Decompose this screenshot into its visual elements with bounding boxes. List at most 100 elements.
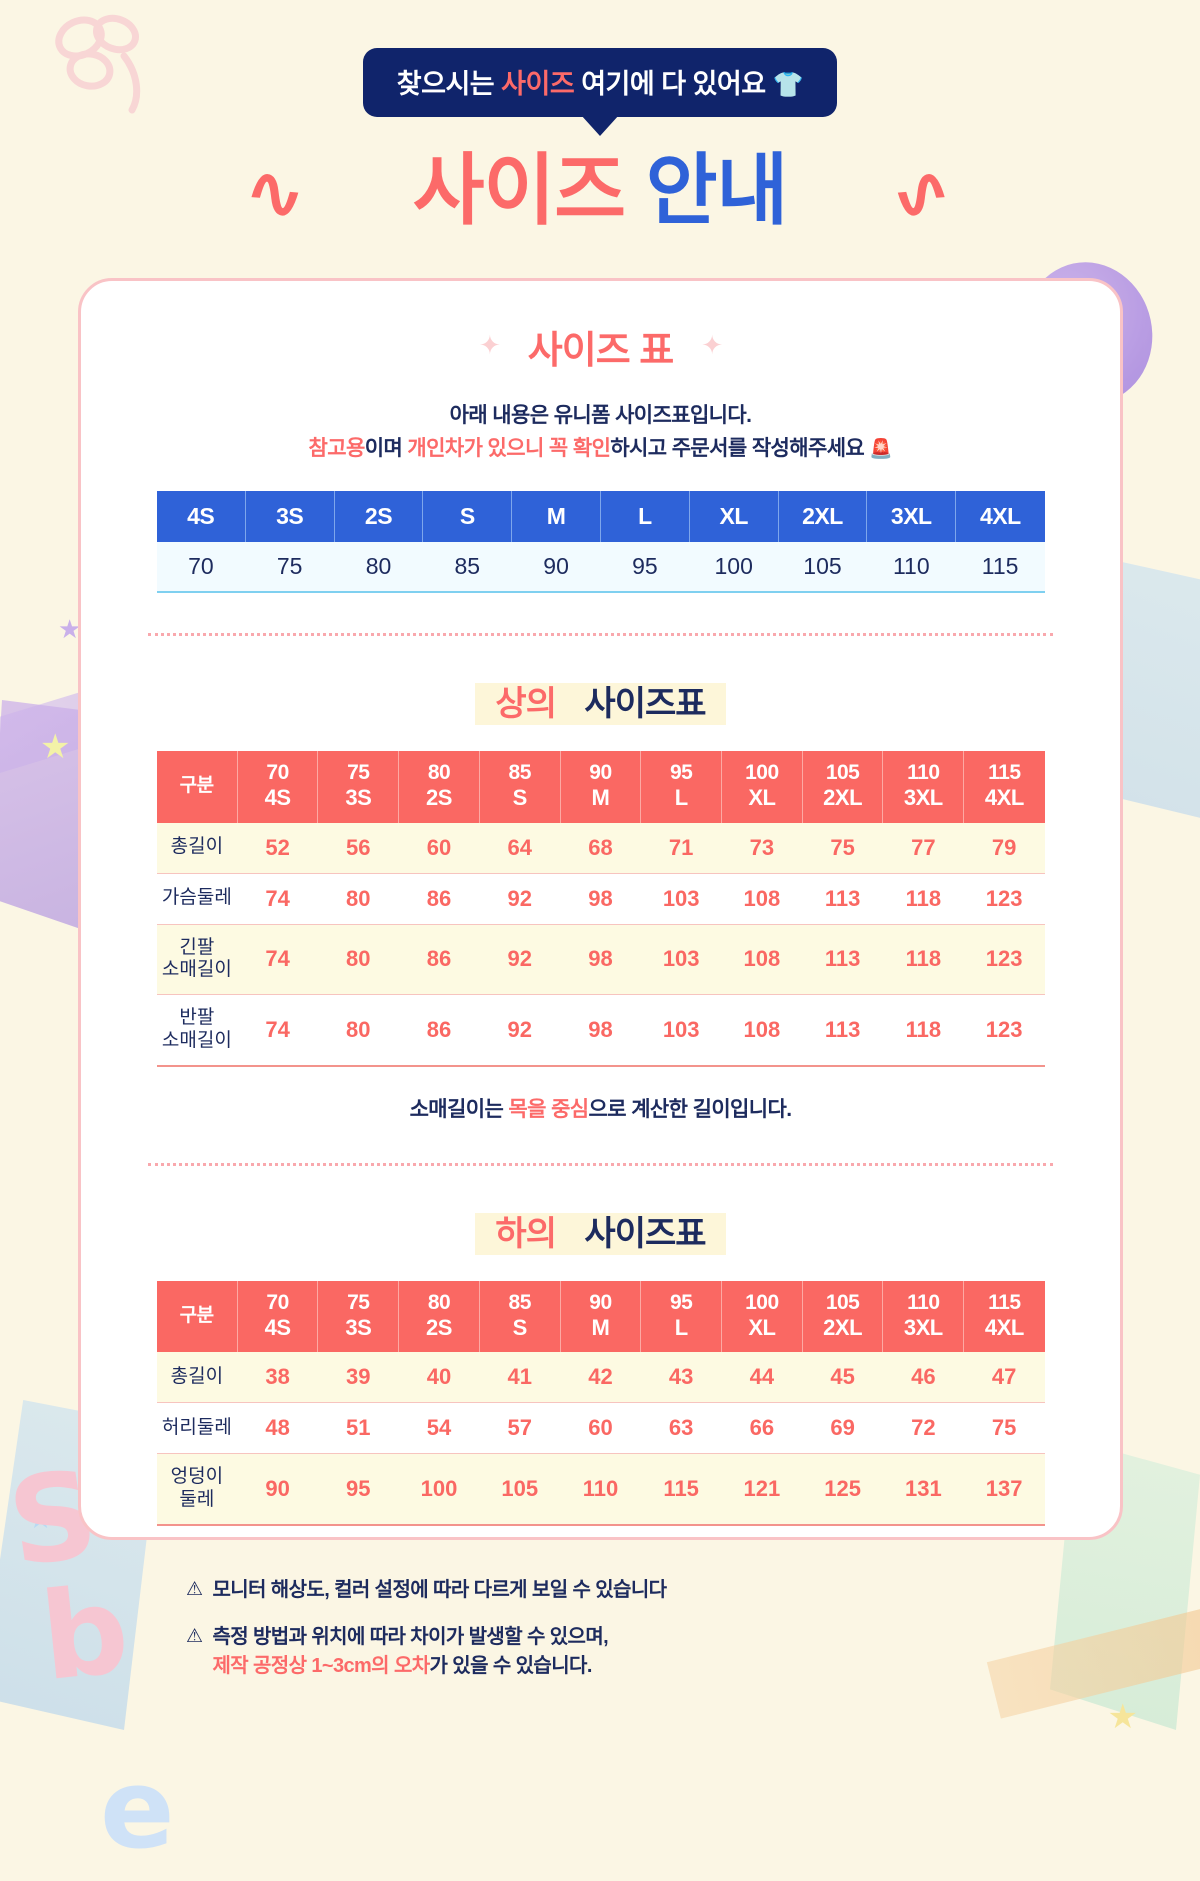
warning-list: ⚠ 모니터 해상도, 컬러 설정에 따라 다르게 보일 수 있습니다 ⚠ 측정 … xyxy=(186,1576,1120,1681)
desc-red-2: 개인차가 있으니 꼭 확인 xyxy=(407,436,611,460)
bottom-table-row: 총길이 38 39 40 41 42 43 44 45 46 47 xyxy=(156,1352,1045,1404)
size-map-value-cell: 80 xyxy=(334,542,423,594)
bottom-table-header-cell: 75 3S xyxy=(317,1280,399,1353)
bottom-table-header-cell: 115 4XL xyxy=(963,1280,1045,1353)
bottom-table-heading: 하의 사이즈표 xyxy=(81,1206,1120,1255)
top-table-header-num: 100 xyxy=(745,761,779,785)
top-table-cell: 73 xyxy=(721,822,803,874)
top-table-row-label: 긴팔 소매길이 xyxy=(156,924,238,996)
top-table-heading: 상의 사이즈표 xyxy=(81,676,1120,726)
bottom-table-header-num: 100 xyxy=(745,1290,779,1314)
top-table-header-num: 105 xyxy=(825,761,860,785)
top-table-header-num: 115 xyxy=(988,761,1021,785)
bottom-table-header-num: 80 xyxy=(427,1290,451,1314)
bottom-table-cell: 47 xyxy=(963,1352,1045,1404)
bottom-table-header-size: M xyxy=(591,1314,610,1340)
description-line-1: 아래 내용은 유니폼 사이즈표입니다. xyxy=(449,404,752,427)
size-map-header-cell: 2S xyxy=(333,491,423,543)
bottom-table-body: 총길이 38 39 40 41 42 43 44 45 46 47 허리둘레 48 51 54 57 60 63 6… xyxy=(156,1352,1045,1526)
top-table-header-cell: 70 4S xyxy=(236,751,318,823)
bottom-table-header-num: 70 xyxy=(266,1290,289,1314)
top-table-cell: 74 xyxy=(237,994,318,1067)
bottom-table-header-num: 85 xyxy=(508,1290,532,1314)
top-table-row: 총길이 52 56 60 64 68 71 73 75 77 79 xyxy=(156,822,1045,874)
top-table-header-size: 2S xyxy=(426,785,452,811)
top-table-cell: 86 xyxy=(398,873,480,925)
bottom-table-header-size: 3XL xyxy=(903,1314,943,1340)
bottom-table-cell: 38 xyxy=(237,1352,318,1404)
bottom-table-header-row: 구분 70 4S 75 3S 80 2S 85 S 90 M 95 L 100 XL 105 2XL 110 3XL… xyxy=(156,1280,1045,1353)
top-table-header-size: L xyxy=(674,785,688,811)
bottom-table-cell: 46 xyxy=(882,1352,964,1404)
bottom-table-header-cell: 95 L xyxy=(640,1280,722,1353)
size-map-value-cell: 90 xyxy=(511,542,601,594)
bottom-table-header-label: 구분 xyxy=(156,1280,238,1353)
top-table-header-cell: 110 3XL xyxy=(882,751,964,823)
warning-text-block: 측정 방법과 위치에 따라 차이가 발생할 수 있으며, 제작 공정상 1~3c… xyxy=(212,1623,608,1681)
bottom-table-cell: 115 xyxy=(640,1453,722,1526)
top-table-cell: 71 xyxy=(640,822,722,874)
size-map-value-cell: 75 xyxy=(245,542,335,594)
top-table-header-num: 95 xyxy=(669,761,693,785)
bottom-table-header-num: 115 xyxy=(988,1290,1021,1314)
description-line-2: 참고용이며 개인차가 있으니 꼭 확인하시고 주문서를 작성해주세요 🚨 xyxy=(81,433,1120,466)
top-table-cell: 92 xyxy=(479,873,561,925)
bottom-table-header-size: 2XL xyxy=(823,1314,863,1340)
top-table-header-cell: 90 M xyxy=(559,751,641,823)
size-map-header-cell: S xyxy=(422,491,512,543)
bottom-table-header-cell: 85 S xyxy=(478,1280,561,1353)
top-table-cell: 80 xyxy=(317,873,399,925)
bottom-table-wrap: 구분 70 4S 75 3S 80 2S 85 S 90 M 95 L 100 XL 105 2XL 110 3XL… xyxy=(81,1280,1120,1526)
top-table-cell: 92 xyxy=(479,924,561,996)
bottom-table-header-size: XL xyxy=(748,1314,776,1340)
size-map-header-cell: 3XL xyxy=(866,491,956,543)
top-table-header-size: 3S xyxy=(345,785,372,811)
bottom-table-header-cell: 70 4S xyxy=(236,1280,318,1353)
bottom-table-header-num: 95 xyxy=(669,1290,693,1314)
size-map-header-cell: 3S xyxy=(244,491,335,543)
top-table-row-label: 반팔 소매길이 xyxy=(156,994,238,1067)
bottom-table-cell: 51 xyxy=(317,1402,399,1455)
bottom-size-table: 구분 70 4S 75 3S 80 2S 85 S 90 M 95 L 100 XL 105 2XL 110 3XL… xyxy=(156,1280,1045,1526)
bottom-table-header-cell: 105 2XL xyxy=(801,1280,883,1353)
page-title: 사이즈 안내 xyxy=(0,128,1200,240)
bottom-table-cell: 131 xyxy=(882,1453,964,1526)
top-table-cell: 86 xyxy=(398,924,480,996)
top-table-cell: 75 xyxy=(802,822,883,874)
desc-navy-1: 이며 xyxy=(364,436,408,460)
warning-text: 모니터 해상도, 컬러 설정에 따라 다르게 보일 수 있습니다 xyxy=(212,1578,667,1601)
top-table-cell: 92 xyxy=(479,994,561,1067)
top-table-cell: 79 xyxy=(963,822,1045,874)
top-table-header-num: 90 xyxy=(589,761,612,785)
bottom-table-cell: 48 xyxy=(237,1402,318,1455)
bottom-table-cell: 41 xyxy=(479,1352,561,1404)
top-table-header-num: 85 xyxy=(508,761,532,785)
top-table-header-num: 75 xyxy=(347,761,370,785)
top-table-cell: 108 xyxy=(721,873,803,925)
top-table-cell: 68 xyxy=(560,822,641,874)
top-table-cell: 77 xyxy=(882,822,964,874)
warning-item: ⚠ 모니터 해상도, 컬러 설정에 따라 다르게 보일 수 있습니다 xyxy=(186,1576,1120,1605)
top-table-cell: 118 xyxy=(882,994,964,1067)
bottom-table-header-size: 4S xyxy=(264,1314,291,1340)
bottom-table-cell: 72 xyxy=(882,1402,964,1455)
top-table-cell: 108 xyxy=(721,994,803,1067)
bottom-table-header-cell: 100 XL xyxy=(721,1280,803,1353)
top-table-header-size: S xyxy=(512,785,528,811)
size-map-table: 4S 3S 2S S M L XL 2XL 3XL 4XL 70 75 80 85 90 95 100 105 1… xyxy=(156,491,1045,594)
size-map-table-wrap: 4S 3S 2S S M L XL 2XL 3XL 4XL 70 75 80 85 90 95 100 105 1… xyxy=(81,491,1120,594)
bottom-table-cell: 100 xyxy=(398,1453,480,1526)
top-table-wrap: 구분 70 4S 75 3S 80 2S 85 S 90 M 95 L 100 XL 105 2XL 110 3XL… xyxy=(81,751,1120,1067)
star-icon: ★ xyxy=(1107,1698,1138,1736)
bottom-table-cell: 44 xyxy=(721,1352,803,1404)
top-table-cell: 74 xyxy=(237,873,318,925)
top-table-header-size: 2XL xyxy=(823,785,863,811)
top-size-table: 구분 70 4S 75 3S 80 2S 85 S 90 M 95 L 100 XL 105 2XL 110 3XL… xyxy=(156,751,1045,1067)
top-table-cell: 118 xyxy=(882,924,964,996)
top-table-cell: 98 xyxy=(560,924,641,996)
top-table-header-size: XL xyxy=(748,785,776,811)
top-table-cell: 74 xyxy=(237,924,318,996)
top-table-cell: 103 xyxy=(640,873,722,925)
top-table-cell: 64 xyxy=(479,822,561,874)
bottom-table-header-size: L xyxy=(674,1314,688,1340)
